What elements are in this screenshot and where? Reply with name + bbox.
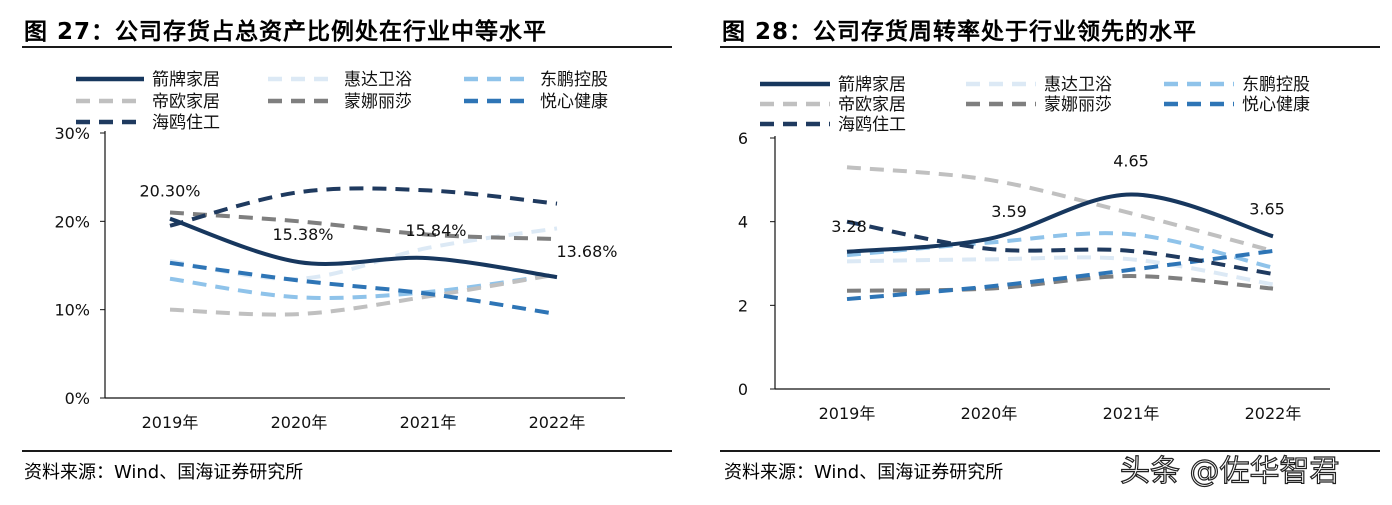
title-rule-left	[22, 46, 672, 48]
legend-label: 箭牌家居	[152, 70, 220, 90]
legend-label: 箭牌家居	[838, 75, 906, 95]
series-line-6	[846, 219, 1274, 276]
legend-label: 惠达卫浴	[344, 70, 412, 90]
x-tick-label: 2019年	[819, 404, 876, 423]
series-line-1	[846, 255, 1274, 287]
data-label: 15.38%	[272, 225, 333, 244]
series-line-5	[169, 260, 558, 317]
series-line-0	[169, 216, 558, 280]
chart-inventory-turnover: 0 2 4 6 2019年 2020年 2021年 2022年 3.28 3.59 4.65 3.65…	[738, 75, 1330, 423]
y-tick-label: 20%	[54, 212, 90, 231]
source-rule-left	[22, 450, 672, 452]
legend-label: 惠达卫浴	[1044, 75, 1112, 95]
y-tick-label: 30%	[54, 124, 90, 143]
legend-label: 蒙娜丽莎	[1044, 95, 1112, 115]
y-tick-label: 4	[738, 213, 748, 232]
legend-label: 悦心健康	[1242, 95, 1310, 115]
x-tick-label: 2019年	[142, 413, 199, 432]
chart-inventory-ratio: 0% 10% 20% 30% 2019年 2020年 2021年 2022年 20.30% 15.…	[54, 70, 625, 432]
data-label: 4.65	[1113, 151, 1149, 170]
y-tick-label: 10%	[54, 301, 90, 320]
data-label: 3.65	[1249, 199, 1285, 218]
data-label: 20.30%	[139, 182, 200, 201]
x-tick-label: 2022年	[529, 413, 586, 432]
x-tick-label: 2020年	[961, 404, 1018, 423]
figure-28-source: 资料来源：Wind、国海证券研究所	[724, 462, 1004, 483]
data-label: 3.28	[831, 217, 867, 236]
data-label: 13.68%	[556, 242, 617, 261]
x-tick-label: 2020年	[271, 413, 328, 432]
series-line-5	[846, 248, 1274, 302]
series-line-2	[846, 231, 1274, 270]
source-rule-right	[720, 450, 1380, 452]
x-tick-label: 2021年	[1103, 404, 1160, 423]
legend-label: 海鸥住工	[838, 115, 906, 135]
series-line-3	[846, 165, 1274, 253]
x-tick-label: 2022年	[1245, 404, 1302, 423]
legend-label: 海鸥住工	[152, 113, 220, 133]
watermark: 头条 @佐华智君	[1119, 453, 1340, 489]
series-line-6	[169, 186, 558, 228]
y-tick-label: 6	[738, 129, 748, 148]
data-label: 15.84%	[405, 221, 466, 240]
y-tick-label: 2	[738, 296, 748, 315]
title-rule-right	[720, 46, 1380, 48]
legend-label: 帝欧家居	[152, 92, 220, 112]
legend-label: 东鹏控股	[1242, 75, 1310, 95]
x-tick-label: 2021年	[400, 413, 457, 432]
y-tick-label: 0%	[65, 389, 90, 408]
data-label: 3.59	[991, 202, 1027, 221]
figure-28-title: 图 28：公司存货周转率处于行业领先的水平	[722, 19, 1198, 45]
figure-27-source: 资料来源：Wind、国海证券研究所	[24, 462, 304, 483]
legend-label: 东鹏控股	[540, 70, 608, 90]
series-line-3	[169, 272, 558, 317]
series-line-4	[169, 210, 558, 241]
y-tick-label: 0	[738, 380, 748, 399]
figure-27-title: 图 27：公司存货占总资产比例处在行业中等水平	[24, 19, 548, 45]
legend-label: 蒙娜丽莎	[344, 92, 412, 112]
series-line-4	[846, 274, 1274, 293]
series-line-0	[846, 192, 1274, 254]
legend-label: 帝欧家居	[838, 95, 906, 115]
legend-label: 悦心健康	[540, 92, 608, 112]
